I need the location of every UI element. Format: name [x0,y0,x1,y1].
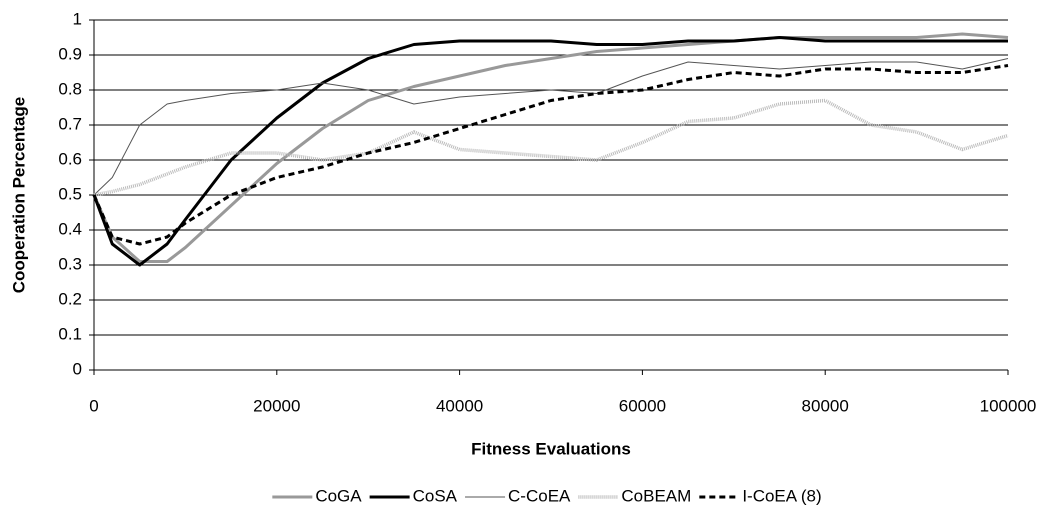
y-tick-label: 0.7 [58,114,82,133]
series-line [92,36,1008,267]
legend-label: CoSA [413,486,458,505]
legend-label: I-CoEA (8) [742,486,821,505]
y-tick-label: 0.5 [58,184,82,203]
legend-label: CoBEAM [621,486,691,505]
y-tick-label: 0.3 [58,254,82,273]
series-line [92,32,1009,263]
x-tick-label: 20000 [253,396,300,415]
y-tick-label: 0 [73,359,82,378]
legend-label: CoGA [315,486,362,505]
y-tick-label: 0.4 [58,219,82,238]
x-tick-label: 100000 [980,396,1037,415]
series-line [92,64,1009,246]
y-tick-label: 0.2 [58,289,82,308]
y-tick-label: 0.6 [58,149,82,168]
legend-label: C-CoEA [508,486,571,505]
y-tick-label: 0.1 [58,324,82,343]
y-tick-label: 0.8 [58,79,82,98]
y-tick-label: 1 [73,9,82,28]
x-axis-title: Fitness Evaluations [471,439,631,458]
series-line [93,58,1009,196]
x-tick-label: 60000 [619,396,666,415]
y-tick-label: 0.9 [58,44,82,63]
x-tick-label: 80000 [802,396,849,415]
x-tick-label: 40000 [436,396,483,415]
x-tick-label: 0 [89,396,98,415]
series-line [93,98,1009,197]
y-axis-title: Cooperation Percentage [9,97,28,294]
